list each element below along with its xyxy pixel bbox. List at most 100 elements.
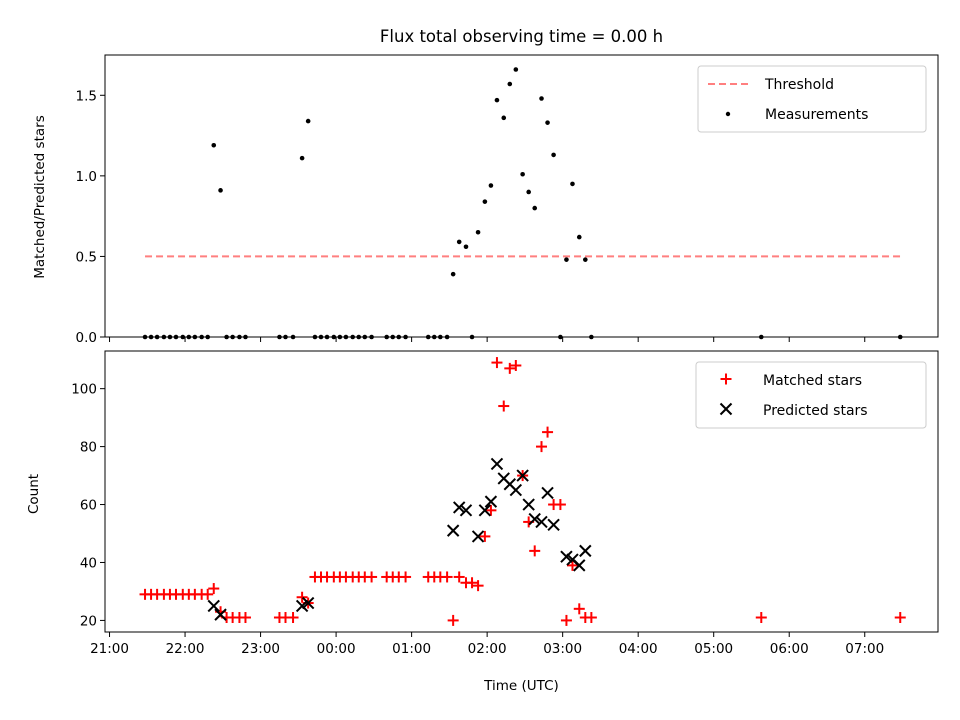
measurement-point (199, 334, 204, 340)
measurement-point (431, 334, 437, 340)
measurement-point (283, 334, 288, 340)
top-y-axis-label: Matched/Predicted stars (32, 115, 48, 278)
measurement-point (237, 334, 242, 340)
measurement-point (539, 96, 544, 101)
matched-star-point (485, 504, 497, 516)
predicted-star-point (516, 469, 529, 482)
bottom-x-tick-label: 22:00 (166, 641, 205, 657)
matched-star-point (472, 580, 484, 592)
bottom-x-tick-label: 23:00 (241, 641, 280, 657)
measurement-point (532, 205, 538, 211)
measurement-point (161, 334, 167, 340)
predicted-star-point (541, 486, 554, 500)
matched-legend-swatch (720, 373, 732, 385)
measurement-point (148, 334, 154, 340)
bottom-y-tick-label: 20 (80, 613, 97, 629)
measurement-point (551, 152, 556, 158)
measurement-point (438, 334, 443, 340)
measurement-point (318, 334, 324, 340)
predicted-star-point (535, 515, 548, 529)
predicted-star-point (214, 608, 227, 621)
top-y-tick-label: 0.5 (76, 249, 97, 265)
measurement-point (456, 239, 462, 245)
matched-star-point (202, 588, 214, 600)
matched-star-point (447, 614, 459, 626)
predicted-star-point (484, 495, 498, 508)
measurement-point (545, 120, 550, 125)
bottom-x-tick-label: 21:00 (90, 641, 129, 657)
measurement-point (277, 334, 282, 340)
predicted-legend-swatch (719, 402, 733, 416)
matched-star-point (554, 499, 566, 511)
measurement-point (570, 181, 575, 187)
bottom-x-tick-label: 07:00 (845, 641, 884, 657)
measurement-point (526, 189, 531, 195)
predicted-star-point (573, 559, 586, 572)
measurements-legend-swatch (725, 111, 731, 117)
chart-title: Flux total observing time = 0.00 h (380, 27, 663, 46)
matched-star-point (560, 614, 572, 626)
matched-star-point (287, 612, 299, 624)
measurement-point (513, 67, 519, 72)
measurement-point (589, 334, 594, 340)
predicted-star-point (446, 524, 460, 537)
bottom-x-tick-label: 03:00 (543, 641, 582, 657)
measurement-point (494, 97, 500, 103)
matched-star-point (529, 545, 541, 557)
measurement-point (444, 334, 450, 340)
measurement-point (425, 334, 431, 340)
measurement-point (186, 334, 192, 340)
predicted-star-point (478, 504, 492, 517)
predicted-star-point (579, 544, 592, 558)
measurement-point (482, 199, 488, 204)
measurement-point (230, 334, 235, 340)
measurement-point (520, 171, 525, 177)
predicted-star-point (560, 550, 573, 563)
measurement-point (173, 334, 179, 340)
predicted-star-point (522, 498, 535, 511)
matched-star-point (498, 400, 510, 412)
measurement-point (305, 118, 311, 124)
top-axes-frame (104, 54, 939, 338)
measurement-point (224, 334, 229, 340)
bottom-x-tick-label: 06:00 (770, 641, 809, 657)
measurement-point (167, 334, 173, 340)
bottom-y-tick-label: 60 (80, 498, 97, 514)
measurements-legend-label: Measurements (765, 107, 868, 123)
predicted-star-point (509, 483, 523, 497)
bottom-axes-frame (104, 350, 939, 633)
measurement-point (463, 244, 469, 250)
matched-star-point (453, 571, 465, 583)
matched-star-point (491, 357, 503, 369)
measurement-point (154, 334, 160, 340)
matched-star-point (536, 441, 548, 453)
matched-star-point (894, 612, 906, 624)
x-axis-label: Time (UTC) (483, 678, 559, 694)
matched-star-point (573, 603, 585, 615)
top-y-tick-label: 1.5 (76, 88, 97, 104)
matched-star-point (542, 426, 554, 438)
measurement-point (331, 334, 337, 340)
measurement-point (488, 183, 494, 188)
bottom-x-tick-label: 05:00 (694, 641, 733, 657)
measurement-point (343, 334, 349, 340)
measurement-point (324, 334, 330, 340)
measurement-point (501, 115, 507, 121)
bottom-x-tick-label: 00:00 (317, 641, 356, 657)
bottom-y-axis-label: Count (26, 474, 42, 514)
matched-star-point (466, 577, 478, 589)
matched-star-point (296, 591, 308, 603)
measurement-point (469, 334, 475, 340)
matched-star-point (755, 612, 767, 624)
predicted-star-point (452, 501, 466, 514)
measurement-point (142, 334, 148, 340)
predicted-star-point (528, 512, 541, 526)
matched-star-point (400, 571, 412, 583)
bottom-x-tick-label: 01:00 (392, 641, 431, 657)
measurement-point (390, 334, 396, 340)
measurement-point (475, 229, 481, 235)
measurement-point (337, 334, 343, 340)
bottom-legend: Matched stars Predicted stars (695, 361, 927, 429)
matched-star-point (441, 571, 453, 583)
measurement-point (507, 81, 513, 87)
